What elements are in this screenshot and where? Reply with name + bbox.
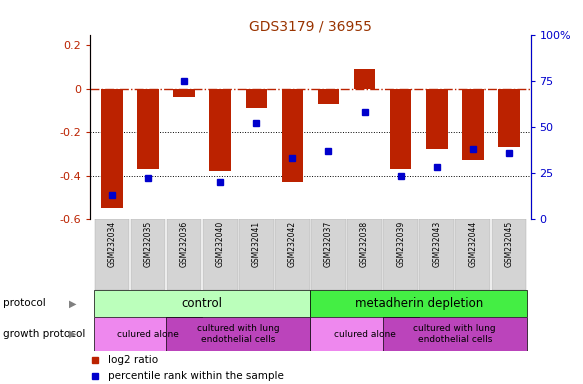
- Text: cultured with lung
endothelial cells: cultured with lung endothelial cells: [197, 324, 280, 344]
- Text: log2 ratio: log2 ratio: [108, 354, 158, 364]
- Bar: [137, 89, 159, 169]
- Text: protocol: protocol: [3, 298, 45, 308]
- FancyBboxPatch shape: [275, 219, 310, 290]
- FancyBboxPatch shape: [311, 219, 346, 290]
- Text: metadherin depletion: metadherin depletion: [354, 297, 483, 310]
- FancyBboxPatch shape: [167, 219, 202, 290]
- Text: GSM232036: GSM232036: [180, 221, 189, 267]
- Bar: [318, 89, 339, 104]
- Text: GSM232037: GSM232037: [324, 221, 333, 267]
- Text: GSM232035: GSM232035: [143, 221, 153, 267]
- Bar: [426, 89, 448, 149]
- FancyBboxPatch shape: [384, 219, 418, 290]
- FancyBboxPatch shape: [94, 219, 129, 290]
- Text: percentile rank within the sample: percentile rank within the sample: [108, 371, 284, 381]
- Bar: [498, 89, 519, 147]
- Text: ▶: ▶: [69, 329, 76, 339]
- Text: GSM232044: GSM232044: [468, 221, 477, 267]
- Text: GSM232038: GSM232038: [360, 221, 369, 267]
- FancyBboxPatch shape: [94, 317, 202, 351]
- FancyBboxPatch shape: [491, 219, 526, 290]
- FancyBboxPatch shape: [310, 290, 527, 317]
- FancyBboxPatch shape: [166, 317, 310, 351]
- Text: GSM232045: GSM232045: [504, 221, 514, 267]
- FancyBboxPatch shape: [310, 317, 419, 351]
- Bar: [462, 89, 484, 161]
- Bar: [245, 89, 267, 108]
- Bar: [354, 69, 375, 89]
- Bar: [390, 89, 412, 169]
- Text: GSM232034: GSM232034: [107, 221, 117, 267]
- Bar: [282, 89, 303, 182]
- FancyBboxPatch shape: [347, 219, 382, 290]
- FancyBboxPatch shape: [455, 219, 490, 290]
- Bar: [101, 89, 123, 208]
- Text: control: control: [182, 297, 223, 310]
- Text: GSM232042: GSM232042: [288, 221, 297, 267]
- Title: GDS3179 / 36955: GDS3179 / 36955: [249, 20, 372, 33]
- FancyBboxPatch shape: [239, 219, 273, 290]
- FancyBboxPatch shape: [203, 219, 237, 290]
- FancyBboxPatch shape: [419, 219, 454, 290]
- Bar: [209, 89, 231, 171]
- FancyBboxPatch shape: [94, 290, 310, 317]
- Text: ▶: ▶: [69, 298, 76, 308]
- Text: GSM232041: GSM232041: [252, 221, 261, 267]
- Text: GSM232043: GSM232043: [432, 221, 441, 267]
- Text: GSM232039: GSM232039: [396, 221, 405, 267]
- Bar: [173, 89, 195, 98]
- Text: cultured with lung
endothelial cells: cultured with lung endothelial cells: [413, 324, 496, 344]
- Text: culured alone: culured alone: [333, 329, 395, 339]
- Text: GSM232040: GSM232040: [216, 221, 225, 267]
- Text: growth protocol: growth protocol: [3, 329, 85, 339]
- FancyBboxPatch shape: [382, 317, 527, 351]
- Text: culured alone: culured alone: [117, 329, 179, 339]
- FancyBboxPatch shape: [131, 219, 166, 290]
